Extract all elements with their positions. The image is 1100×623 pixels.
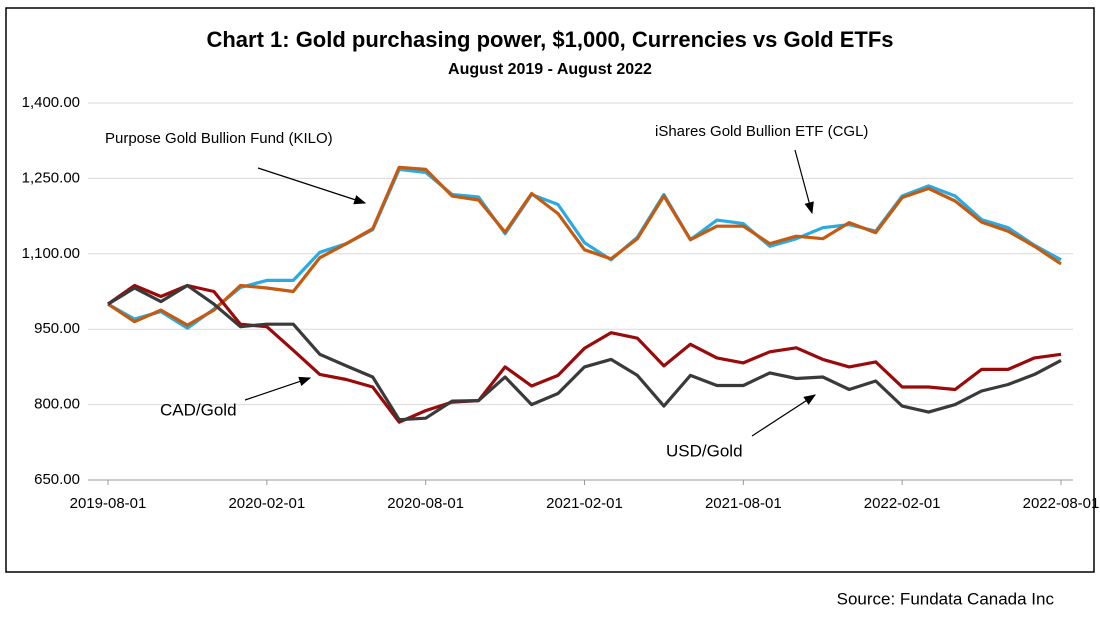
series-line bbox=[107, 283, 1062, 424]
annotation-arrow bbox=[751, 394, 817, 437]
x-tick-label: 2020-08-01 bbox=[387, 495, 464, 512]
source: Source: Fundata Canada Inc bbox=[837, 589, 1055, 608]
annotation: USD/Gold bbox=[666, 441, 743, 460]
annotation: Purpose Gold Bullion Fund (KILO) bbox=[105, 130, 333, 147]
series-line bbox=[107, 165, 1062, 327]
x-tick-label: 2021-02-01 bbox=[546, 495, 623, 512]
annotation-arrow bbox=[244, 376, 312, 401]
y-tick-label: 950.00 bbox=[34, 320, 80, 337]
y-tick-label: 800.00 bbox=[34, 396, 80, 413]
annotation-arrow bbox=[257, 167, 367, 205]
x-tick-label: 2022-08-01 bbox=[1023, 495, 1100, 512]
y-tick-label: 1,400.00 bbox=[22, 94, 80, 111]
y-tick-label: 1,250.00 bbox=[22, 169, 80, 186]
series-line bbox=[107, 283, 1062, 422]
x-tick-label: 2022-02-01 bbox=[864, 495, 941, 512]
chart-frame bbox=[5, 7, 1095, 573]
chart-title: Chart 1: Gold purchasing power, $1,000, … bbox=[206, 27, 893, 52]
annotation-arrow bbox=[794, 149, 814, 215]
y-tick-label: 1,100.00 bbox=[22, 245, 80, 262]
annotation: iShares Gold Bullion ETF (CGL) bbox=[655, 123, 868, 140]
annotation: CAD/Gold bbox=[160, 400, 237, 419]
x-tick-label: 2021-08-01 bbox=[705, 495, 782, 512]
y-tick-label: 650.00 bbox=[34, 471, 80, 488]
x-tick-label: 2020-02-01 bbox=[228, 495, 305, 512]
chart-subtitle: August 2019 - August 2022 bbox=[448, 61, 652, 78]
x-tick-label: 2019-08-01 bbox=[70, 495, 147, 512]
